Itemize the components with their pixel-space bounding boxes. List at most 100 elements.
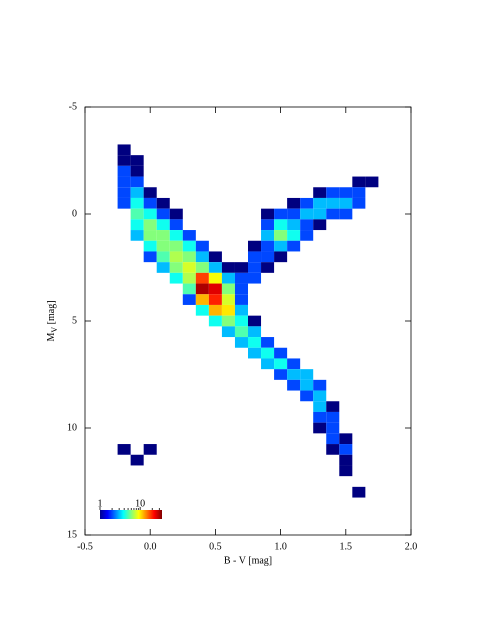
density-cell <box>195 304 209 316</box>
density-cell <box>234 294 248 305</box>
density-cell <box>130 454 144 466</box>
density-cell <box>143 230 157 241</box>
y-tick-label: 5 <box>72 315 77 326</box>
density-cell <box>208 304 222 316</box>
density-cell <box>221 294 235 305</box>
density-cell <box>300 197 314 209</box>
density-cell <box>234 304 248 316</box>
density-cell <box>169 272 183 284</box>
density-cell <box>182 294 196 305</box>
density-cell <box>248 240 262 252</box>
density-cell <box>130 176 144 188</box>
density-cell <box>339 433 353 445</box>
density-cell <box>326 411 340 423</box>
density-cell <box>117 176 131 188</box>
density-cell <box>339 187 353 198</box>
density-cell <box>117 165 131 177</box>
density-cell <box>182 283 196 295</box>
density-cell <box>169 262 183 273</box>
density-cell <box>274 230 288 241</box>
density-cell <box>287 240 301 252</box>
density-cell <box>182 240 196 252</box>
density-cell <box>274 208 288 220</box>
density-cell <box>221 304 235 316</box>
y-label-sub: V <box>50 327 59 333</box>
density-cell <box>248 262 262 273</box>
density-cell <box>313 390 327 402</box>
density-cell <box>274 358 288 370</box>
density-cell <box>300 390 314 402</box>
density-cell <box>326 422 340 434</box>
density-cell <box>221 283 235 295</box>
density-cell <box>156 240 170 252</box>
density-cell <box>182 262 196 273</box>
density-cell <box>313 401 327 412</box>
density-cell <box>169 230 183 241</box>
density-cell <box>352 197 366 209</box>
density-cell <box>326 208 340 220</box>
density-cell <box>117 144 131 156</box>
x-tick-label: 0.0 <box>144 541 157 552</box>
y-axis-label: MV [mag] <box>46 300 59 341</box>
density-cell <box>300 379 314 391</box>
density-cell <box>234 315 248 327</box>
density-cell <box>313 187 327 198</box>
density-cell <box>287 230 301 241</box>
density-cell <box>339 208 353 220</box>
density-cell <box>261 251 275 263</box>
density-cell <box>274 240 288 252</box>
y-tick-label: -5 <box>69 101 77 112</box>
density-cell <box>313 197 327 209</box>
density-cell <box>117 187 131 198</box>
density-cell <box>339 454 353 466</box>
density-cell <box>326 187 340 198</box>
density-cell <box>208 262 222 273</box>
density-cell <box>300 219 314 231</box>
density-cell <box>221 262 235 273</box>
density-cell <box>221 272 235 284</box>
density-cell <box>130 165 144 177</box>
x-axis-label: B - V [mag] <box>224 555 272 566</box>
y-tick-label: 15 <box>67 529 77 540</box>
density-cell <box>313 379 327 391</box>
density-cell <box>274 251 288 263</box>
density-cell <box>248 337 262 348</box>
density-cell <box>326 444 340 455</box>
density-cell <box>117 444 131 455</box>
density-cell <box>143 240 157 252</box>
density-cell <box>326 433 340 445</box>
density-cell <box>287 379 301 391</box>
density-cell <box>352 187 366 198</box>
density-cell <box>274 219 288 231</box>
density-cell <box>287 358 301 370</box>
density-cell <box>130 197 144 209</box>
y-tick-label: 0 <box>72 208 77 219</box>
density-cell <box>156 219 170 231</box>
density-cell <box>221 326 235 338</box>
density-cell <box>234 326 248 338</box>
density-cell <box>130 208 144 220</box>
density-cell <box>182 230 196 241</box>
y-label-unit: [mag] <box>46 300 57 326</box>
density-cell <box>339 197 353 209</box>
density-cell <box>313 422 327 434</box>
density-cell <box>208 315 222 327</box>
density-cells <box>117 144 379 498</box>
density-cell <box>195 283 209 295</box>
colorbar-tick-label: 10 <box>135 498 145 509</box>
density-cell <box>287 197 301 209</box>
density-cell <box>352 176 366 188</box>
density-cell <box>339 444 353 455</box>
density-cell <box>313 208 327 220</box>
density-cell <box>117 155 131 166</box>
density-cell <box>143 219 157 231</box>
density-cell <box>143 444 157 455</box>
density-cell <box>156 208 170 220</box>
density-cell <box>234 337 248 348</box>
density-cell <box>208 283 222 295</box>
density-cell <box>261 230 275 241</box>
density-cell <box>274 369 288 380</box>
density-cell <box>287 219 301 231</box>
density-cell <box>182 272 196 284</box>
density-cell <box>195 294 209 305</box>
